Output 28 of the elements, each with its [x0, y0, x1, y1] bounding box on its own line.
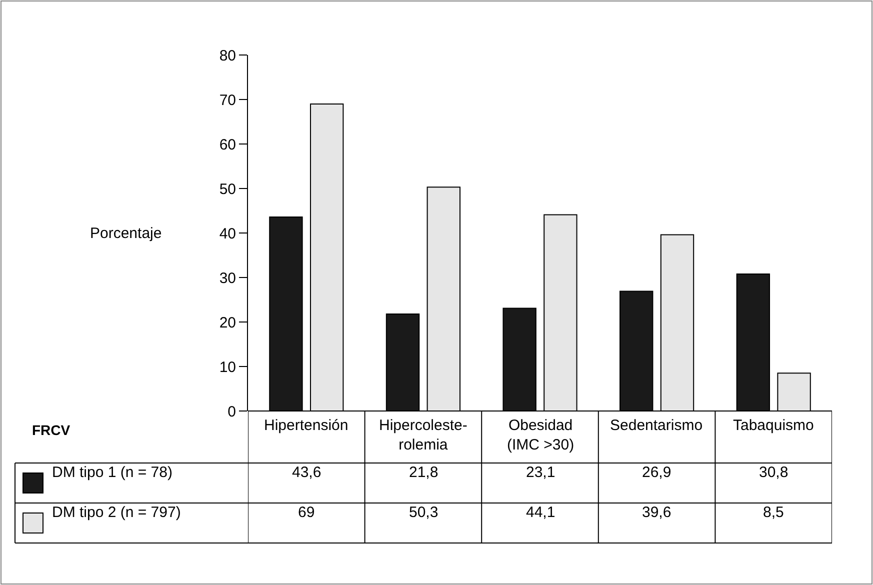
y-tick-label: 60 [219, 136, 236, 154]
x-tick-label: Hipercoleste- rolemia [379, 417, 468, 454]
data-label: 50,3 [409, 504, 438, 521]
y-tick-label: 40 [219, 225, 236, 242]
data-label: 26,9 [642, 464, 672, 481]
legend-label: DM tipo 2 (n = 797) [52, 504, 181, 521]
data-label: 69 [298, 504, 315, 521]
data-label: 44,1 [526, 504, 556, 521]
x-tick-label: Hipertensión [264, 417, 348, 434]
y-tick-label: 30 [219, 270, 236, 287]
data-label: 39,6 [642, 504, 672, 521]
x-tick-label: Tabaquismo [733, 417, 814, 434]
y-tick-label: 20 [219, 314, 236, 332]
x-tick-label: Obesidad (IMC >30) [507, 417, 574, 454]
text: FRCV [32, 422, 71, 438]
y-tick-label: 10 [219, 358, 236, 376]
y-tick-label: 70 [219, 92, 236, 109]
y-tick-label: 80 [219, 47, 236, 64]
data-label: 43,6 [292, 464, 322, 481]
y-tick-label: 0 [228, 403, 236, 420]
x-tick-label: Sedentarismo [610, 417, 703, 434]
legend-label: DM tipo 1 (n = 78) [52, 464, 172, 481]
y-tick-label: 50 [219, 180, 236, 198]
data-label: 30,8 [759, 464, 788, 481]
data-label: 23,1 [526, 464, 556, 481]
y-axis-title: Porcentaje [90, 225, 162, 242]
data-label: 8,5 [763, 504, 784, 521]
data-label: 21,8 [409, 464, 438, 481]
